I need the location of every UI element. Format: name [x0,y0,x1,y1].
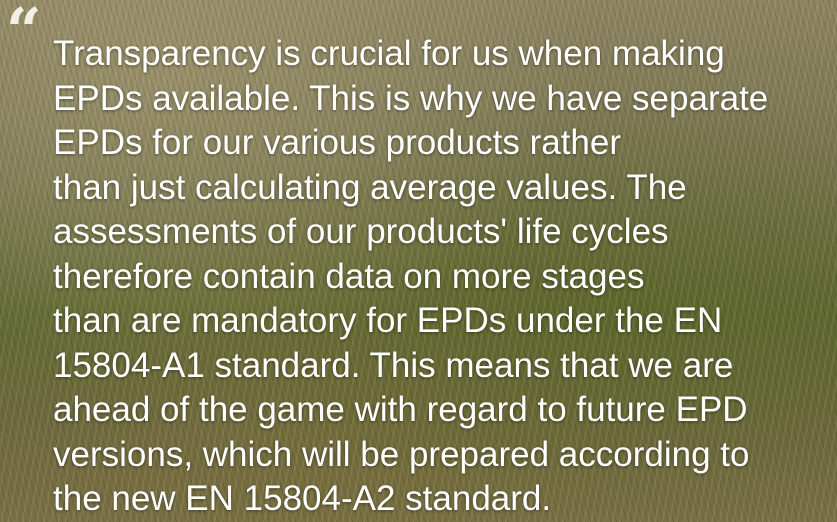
quote-line: Transparency is crucial for us when maki… [53,32,768,77]
quote-text: Transparency is crucial for us when maki… [53,32,768,522]
quote-panel: “ Transparency is crucial for us when ma… [0,0,837,522]
quote-line: the new EN 15804-A2 standard. [53,477,768,522]
quote-line: assessments of our products' life cycles [53,210,768,255]
quote-line: EPDs available. This is why we have sepa… [53,77,768,122]
quote-mark: “ [6,0,42,62]
quote-line: therefore contain data on more stages [53,255,768,300]
quote-line: versions, which will be prepared accordi… [53,433,768,478]
quote-line: than are mandatory for EPDs under the EN [53,299,768,344]
quote-line: 15804-A1 standard. This means that we ar… [53,344,768,389]
quote-line: EPDs for our various products rather [53,121,768,166]
quote-line: than just calculating average values. Th… [53,166,768,211]
quote-line: ahead of the game with regard to future … [53,388,768,433]
